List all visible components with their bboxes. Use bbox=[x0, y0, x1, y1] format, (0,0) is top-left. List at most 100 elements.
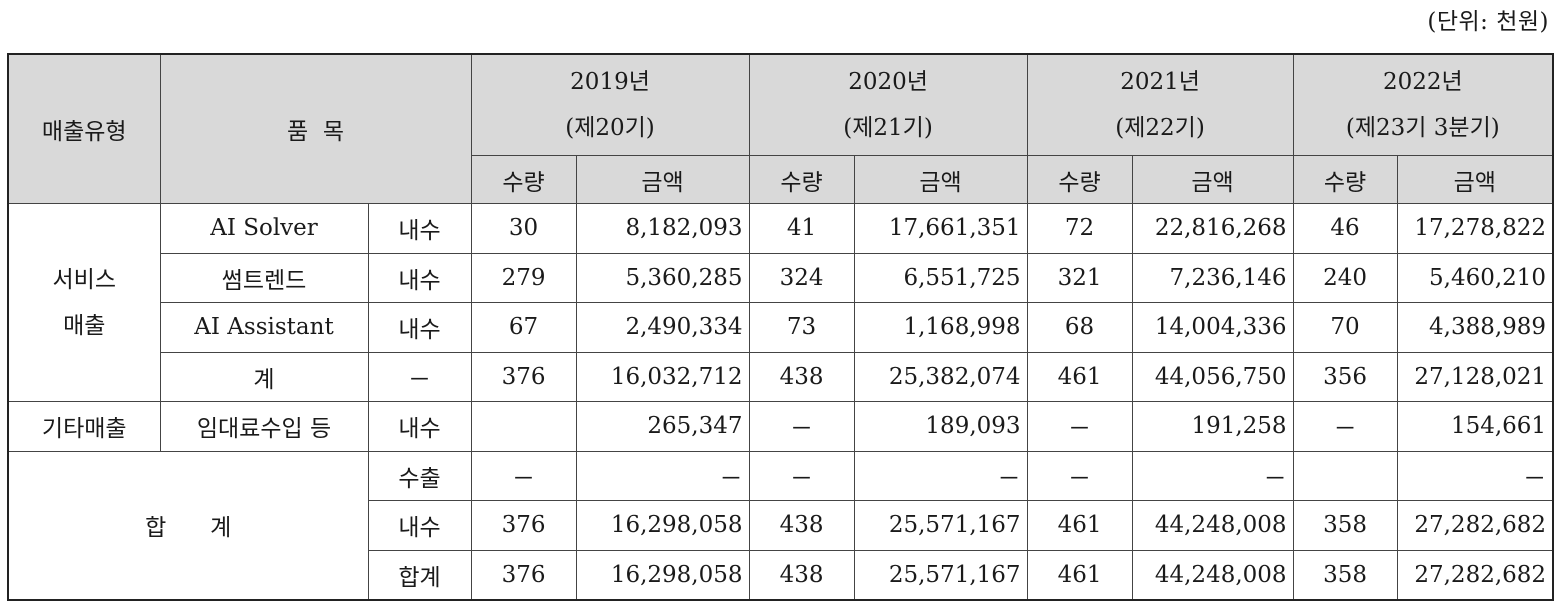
qty-cell: 438 bbox=[748, 351, 855, 402]
amount-cell: － bbox=[1131, 450, 1294, 501]
header-type: 매출유형 bbox=[7, 53, 161, 204]
header-item: 품 목 bbox=[159, 53, 472, 204]
amount-cell: 22,816,268 bbox=[1131, 203, 1294, 254]
header-year-2021: 2021년 (제22기) bbox=[1026, 53, 1294, 156]
qty-cell: 376 bbox=[470, 549, 577, 601]
amount-cell: 2,490,334 bbox=[575, 302, 750, 353]
header-year-2022: 2022년 (제23기 3분기) bbox=[1292, 53, 1554, 156]
amount-cell: 25,571,167 bbox=[853, 549, 1028, 601]
kind-cell: 내수 bbox=[367, 252, 472, 303]
header-row-metrics: 수량 금액 수량 금액 수량 금액 수량 금액 bbox=[8, 155, 1554, 204]
amount-cell: 5,360,285 bbox=[575, 252, 750, 303]
year-label: 2020년 bbox=[848, 69, 928, 95]
header-qty: 수량 bbox=[470, 155, 577, 204]
amount-cell: 25,571,167 bbox=[853, 500, 1028, 551]
qty-cell: 46 bbox=[1292, 203, 1398, 254]
amount-cell: 191,258 bbox=[1131, 401, 1294, 452]
qty-cell: 461 bbox=[1026, 351, 1133, 402]
revenue-table: 매출유형 품 목 2019년 (제20기) 2020년 (제21기) 2021년… bbox=[7, 53, 1555, 601]
table-row-total-export: 합 계 수출 － － － － － － － bbox=[7, 450, 1554, 601]
table-row-ai-assistant: AI Assistant 내수 67 2,490,334 73 1,168,99… bbox=[8, 302, 1554, 353]
amount-cell: 1,168,998 bbox=[853, 302, 1028, 353]
qty-cell: 376 bbox=[470, 351, 577, 402]
total-label: 합 계 bbox=[7, 450, 369, 601]
year-label: 2021년 bbox=[1120, 69, 1200, 95]
table-row-other-revenue: 기타매출 임대료수입 등 내수 265,347 － 189,093 － 191,… bbox=[7, 401, 1554, 452]
qty-cell: 321 bbox=[1026, 252, 1133, 303]
header-qty: 수량 bbox=[1292, 155, 1398, 204]
service-group-label: 서비스 매출 bbox=[7, 203, 161, 402]
year-label: 2022년 bbox=[1382, 69, 1463, 95]
qty-cell: 240 bbox=[1292, 252, 1398, 303]
qty-cell: － bbox=[748, 450, 855, 501]
type-cell: 기타매출 bbox=[7, 401, 161, 452]
unit-note: (단위: 천원) bbox=[1427, 9, 1549, 35]
qty-cell: 438 bbox=[748, 549, 855, 601]
qty-cell: 356 bbox=[1292, 351, 1398, 402]
qty-cell: － bbox=[1292, 401, 1398, 452]
header-row-years: 매출유형 품 목 2019년 (제20기) 2020년 (제21기) 2021년… bbox=[7, 53, 1554, 204]
term-label: (제20기) bbox=[565, 115, 655, 141]
kind-cell: － bbox=[367, 351, 472, 402]
table-row-total-domestic: 내수 376 16,298,058 438 25,571,167 461 44,… bbox=[8, 500, 1554, 551]
amount-cell: 16,298,058 bbox=[575, 549, 750, 601]
qty-cell: 376 bbox=[470, 500, 577, 551]
amount-cell: － bbox=[853, 450, 1028, 501]
header-amount: 금액 bbox=[853, 155, 1028, 204]
amount-cell: 17,661,351 bbox=[853, 203, 1028, 254]
amount-cell: 7,236,146 bbox=[1131, 252, 1294, 303]
header-year-2019: 2019년 (제20기) bbox=[470, 53, 750, 156]
header-amount: 금액 bbox=[1396, 155, 1554, 204]
kind-cell: 내수 bbox=[367, 203, 472, 254]
header-amount: 금액 bbox=[1131, 155, 1294, 204]
qty-cell: 461 bbox=[1026, 549, 1133, 601]
amount-cell: 17,278,822 bbox=[1396, 203, 1554, 254]
qty-cell: 67 bbox=[470, 302, 577, 353]
qty-cell: 70 bbox=[1292, 302, 1398, 353]
amount-cell: 27,282,682 bbox=[1396, 500, 1554, 551]
qty-cell bbox=[1292, 450, 1398, 501]
qty-cell: 72 bbox=[1026, 203, 1133, 254]
amount-cell: 5,460,210 bbox=[1396, 252, 1554, 303]
amount-cell: 44,248,008 bbox=[1131, 500, 1294, 551]
header-qty: 수량 bbox=[1026, 155, 1133, 204]
qty-cell: 358 bbox=[1292, 549, 1398, 601]
kind-cell: 내수 bbox=[367, 302, 472, 353]
amount-cell: 16,298,058 bbox=[575, 500, 750, 551]
item-cell: 썸트렌드 bbox=[159, 252, 369, 303]
amount-cell: 8,182,093 bbox=[575, 203, 750, 254]
kind-cell: 내수 bbox=[367, 500, 472, 551]
amount-cell: 27,128,021 bbox=[1396, 351, 1554, 402]
year-label: 2019년 bbox=[570, 69, 650, 95]
item-cell: 계 bbox=[159, 351, 369, 402]
header-amount: 금액 bbox=[575, 155, 750, 204]
item-cell: 임대료수입 등 bbox=[159, 401, 369, 452]
qty-cell: 324 bbox=[748, 252, 855, 303]
amount-cell: － bbox=[1396, 450, 1554, 501]
kind-cell: 수출 bbox=[367, 450, 472, 501]
amount-cell: 265,347 bbox=[575, 401, 750, 452]
qty-cell bbox=[470, 401, 577, 452]
table-row-ai-solver: 서비스 매출 AI Solver 내수 30 8,182,093 41 17,6… bbox=[7, 203, 1554, 402]
table-row-grand-total: 합계 376 16,298,058 438 25,571,167 461 44,… bbox=[8, 549, 1554, 601]
header-year-2020: 2020년 (제21기) bbox=[748, 53, 1028, 156]
amount-cell: 6,551,725 bbox=[853, 252, 1028, 303]
kind-cell: 내수 bbox=[367, 401, 472, 452]
kind-cell: 합계 bbox=[367, 549, 472, 601]
amount-cell: 25,382,074 bbox=[853, 351, 1028, 402]
amount-cell: 189,093 bbox=[853, 401, 1028, 452]
amount-cell: 44,056,750 bbox=[1131, 351, 1294, 402]
amount-cell: 14,004,336 bbox=[1131, 302, 1294, 353]
term-label: (제21기) bbox=[843, 115, 933, 141]
qty-cell: 68 bbox=[1026, 302, 1133, 353]
amount-cell: 44,248,008 bbox=[1131, 549, 1294, 601]
table-row-sometrend: 썸트렌드 내수 279 5,360,285 324 6,551,725 321 … bbox=[8, 252, 1554, 303]
amount-cell: － bbox=[575, 450, 750, 501]
item-cell: AI Solver bbox=[159, 203, 369, 254]
header-qty: 수량 bbox=[748, 155, 855, 204]
qty-cell: － bbox=[1026, 450, 1133, 501]
qty-cell: 73 bbox=[748, 302, 855, 353]
qty-cell: 30 bbox=[470, 203, 577, 254]
qty-cell: － bbox=[1026, 401, 1133, 452]
table-row-service-subtotal: 계 － 376 16,032,712 438 25,382,074 461 44… bbox=[8, 351, 1554, 402]
